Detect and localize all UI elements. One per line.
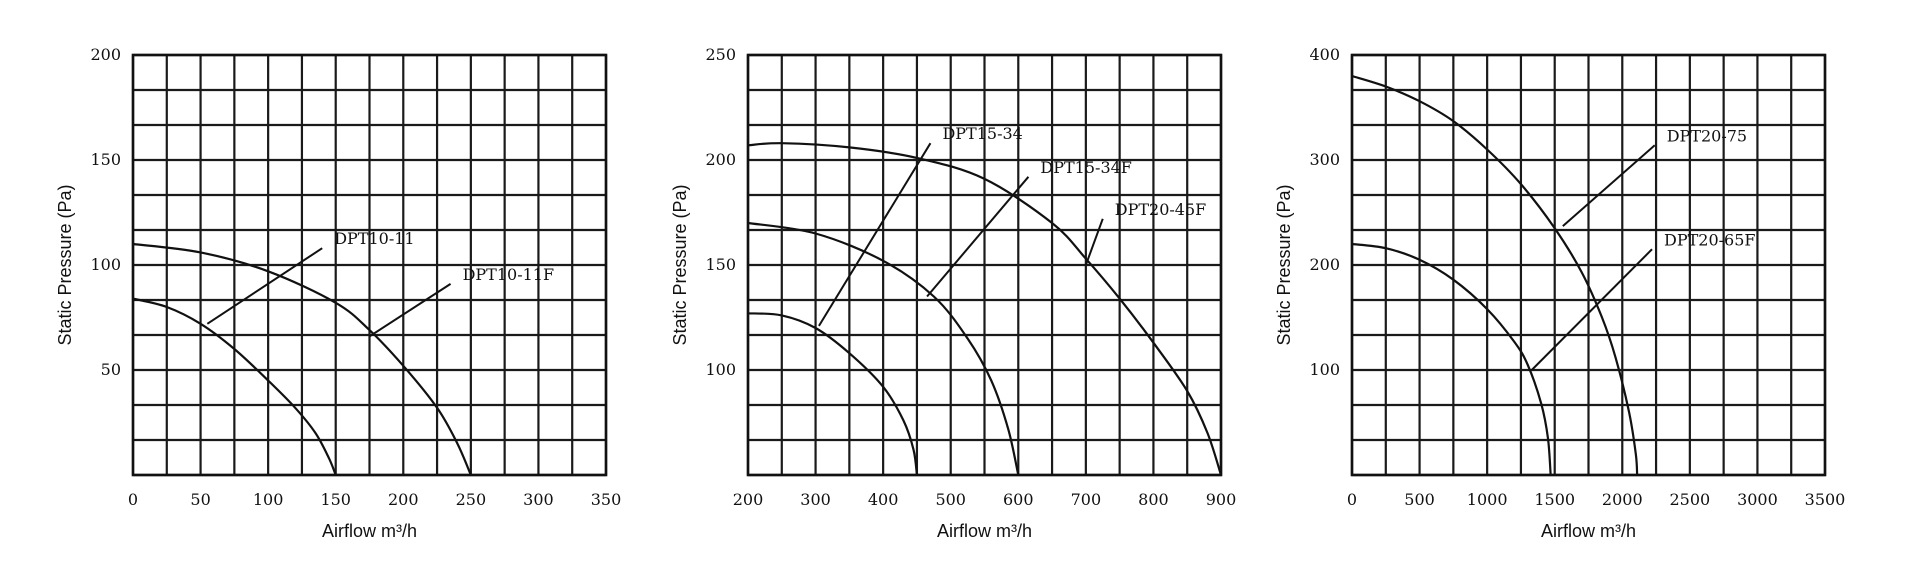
y-tick-label: 200: [705, 150, 736, 169]
curve-labels: DPT10-11 DPT10-11F: [334, 229, 554, 284]
x-tick-label: 150: [320, 490, 351, 509]
plot-frame: [746, 53, 1223, 477]
leader-dpt20-75: [1562, 144, 1656, 227]
label-dpt10-11f: DPT10-11F: [463, 265, 554, 284]
leader-dpt15-34: [818, 142, 932, 327]
x-tick-label: 1000: [1467, 490, 1508, 509]
leader-dpt20-45f: [1084, 218, 1104, 266]
y-tick-label: 100: [705, 360, 736, 379]
plot-frame: [1350, 53, 1827, 477]
label-dpt10-11: DPT10-11: [334, 229, 414, 248]
label-dpt20-75: DPT20-75: [1667, 126, 1747, 145]
y-axis-label: Static Pressure (Pa): [1274, 184, 1294, 345]
x-tick-label: 0: [128, 490, 138, 509]
x-tick-label: 2000: [1602, 490, 1643, 509]
x-axis-label: Airflow m³/h: [937, 521, 1032, 541]
x-tick-label: 2500: [1669, 490, 1710, 509]
curve-dpt15-34: [747, 312, 919, 476]
y-tick-label: 100: [90, 255, 121, 274]
y-tick-label: 200: [1309, 255, 1340, 274]
label-dpt15-34f: DPT15-34F: [1040, 158, 1132, 177]
curve-dpt20-45f: [747, 142, 1223, 476]
grid: [131, 53, 608, 477]
curve-dpt20-65f: [1351, 242, 1552, 476]
x-tick-label: 0: [1347, 490, 1357, 509]
y-tick-labels: 100 200 300 400: [1309, 45, 1340, 379]
x-tick-labels: 0 50 100 150 200 250 300 350: [128, 490, 621, 509]
curve-dpt15-34f: [747, 221, 1020, 476]
y-tick-label: 150: [90, 150, 121, 169]
y-tick-label: 250: [705, 45, 736, 64]
label-dpt15-34: DPT15-34: [942, 124, 1022, 143]
curve-dpt10-11f: [132, 242, 472, 476]
label-dpt20-65f: DPT20-65F: [1664, 230, 1756, 249]
x-tick-label: 250: [456, 490, 487, 509]
leader-dpt10-11: [206, 247, 323, 325]
x-tick-label: 300: [523, 490, 554, 509]
x-tick-label: 700: [1071, 490, 1102, 509]
y-tick-label: 400: [1309, 45, 1340, 64]
grid: [1350, 53, 1827, 477]
leader-dpt10-11f: [368, 283, 452, 338]
x-axis-label: Airflow m³/h: [322, 521, 417, 541]
y-axis-label: Static Pressure (Pa): [670, 184, 690, 345]
curve-labels: DPT15-34 DPT15-34F DPT20-45F: [942, 124, 1206, 219]
x-tick-label: 300: [800, 490, 831, 509]
curve-dpt10-11: [132, 297, 337, 476]
x-tick-label: 350: [591, 490, 622, 509]
plot-frame: [131, 53, 608, 477]
x-tick-label: 900: [1206, 490, 1237, 509]
curve-labels: DPT20-75 DPT20-65F: [1664, 126, 1756, 249]
y-tick-labels: 100 150 200 250: [705, 45, 736, 379]
leaders: [206, 247, 452, 338]
curves: [132, 242, 472, 476]
y-tick-label: 150: [705, 255, 736, 274]
x-tick-label: 400: [868, 490, 899, 509]
leader-dpt20-65f: [1531, 248, 1653, 371]
x-tick-label: 200: [388, 490, 419, 509]
x-tick-label: 3000: [1737, 490, 1778, 509]
chart-dpt15: 200 300 400 500 600 700 800 900 100 150 200 250 DP…: [670, 45, 1236, 541]
x-tick-label: 1500: [1534, 490, 1575, 509]
x-tick-label: 3500: [1805, 490, 1846, 509]
x-tick-label: 50: [190, 490, 210, 509]
leaders: [818, 142, 1104, 327]
curves: [1351, 74, 1639, 476]
x-tick-labels: 0 500 1000 1500 2000 2500 3000 3500: [1347, 490, 1845, 509]
y-tick-label: 50: [101, 360, 121, 379]
x-tick-label: 800: [1138, 490, 1169, 509]
y-tick-label: 100: [1309, 360, 1340, 379]
chart-dpt10: 0 50 100 150 200 250 300 350 50 100 150 200 DPT10-…: [55, 45, 621, 541]
x-tick-label: 500: [1404, 490, 1435, 509]
chart-dpt20: 0 500 1000 1500 2000 2500 3000 3500 100 200 300 40…: [1274, 45, 1845, 541]
curve-dpt20-75: [1351, 74, 1639, 476]
y-tick-label: 200: [90, 45, 121, 64]
leaders: [1531, 144, 1656, 371]
y-axis-label: Static Pressure (Pa): [55, 184, 75, 345]
x-tick-label: 100: [253, 490, 284, 509]
x-tick-labels: 200 300 400 500 600 700 800 900: [733, 490, 1237, 509]
label-dpt20-45f: DPT20-45F: [1115, 200, 1207, 219]
x-axis-label: Airflow m³/h: [1541, 521, 1636, 541]
y-tick-labels: 50 100 150 200: [90, 45, 121, 379]
grid: [746, 53, 1223, 477]
x-tick-label: 600: [1003, 490, 1034, 509]
x-tick-label: 200: [733, 490, 764, 509]
y-tick-label: 300: [1309, 150, 1340, 169]
curves: [747, 142, 1223, 476]
leader-dpt15-34f: [926, 176, 1030, 298]
x-tick-label: 500: [935, 490, 966, 509]
